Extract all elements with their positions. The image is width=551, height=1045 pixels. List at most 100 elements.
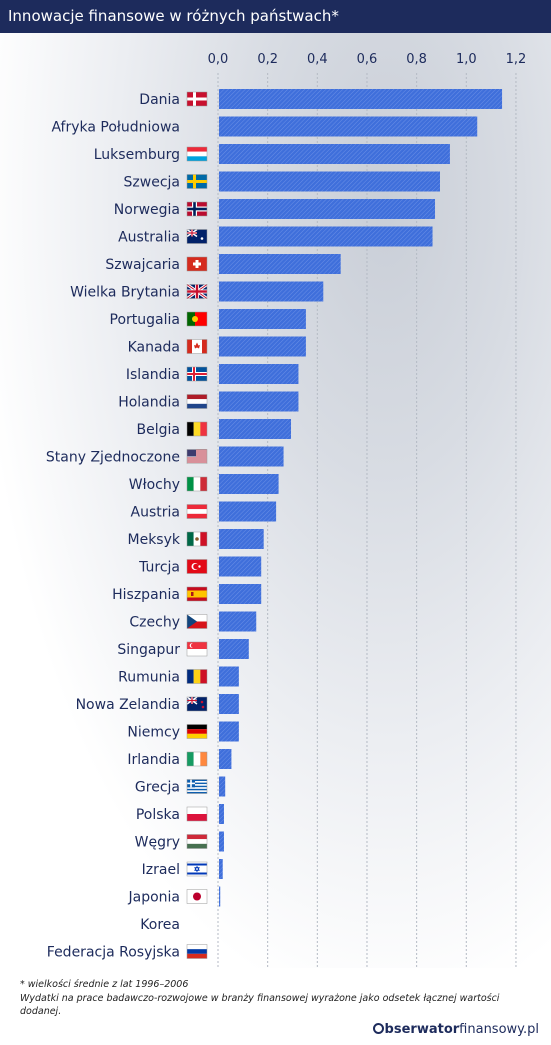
category-label: Szwajcaria <box>105 257 180 273</box>
x-tick-label: 1,0 <box>456 52 477 67</box>
bar-austria[interactable] <box>219 501 277 522</box>
bar-nowa-zelandia[interactable] <box>219 694 239 714</box>
category-label: Polska <box>136 807 180 823</box>
category-label: Nowa Zelandia <box>76 697 180 713</box>
bar-japonia[interactable] <box>219 886 221 907</box>
flag-es-icon <box>186 586 208 602</box>
flag-ie-icon <box>186 751 208 767</box>
flag-ca-icon <box>186 339 208 354</box>
flag-ru-icon <box>186 944 208 959</box>
category-label: Afryka Południowa <box>51 120 180 136</box>
bar-polska[interactable] <box>219 804 224 824</box>
brand-bold: bserwator <box>384 1022 460 1037</box>
category-label: Izrael <box>142 862 180 878</box>
bar-chart: 0,0 0,2 0,4 0,6 0,8 1,0 1,2 Dania Afryka Połudn… <box>46 52 527 968</box>
category-label: Belgia <box>137 422 180 438</box>
flag-pt-icon <box>186 311 208 327</box>
bar-węgry[interactable] <box>219 831 224 852</box>
bar-afryka-południowa[interactable] <box>219 116 478 137</box>
bar-australia[interactable] <box>219 226 433 247</box>
bar-rumunia[interactable] <box>219 666 239 687</box>
flag-no-icon <box>186 201 208 217</box>
x-tick-label: 0,4 <box>307 52 328 67</box>
bar-portugalia[interactable] <box>219 309 306 329</box>
x-tick-label: 0,8 <box>406 52 427 67</box>
flag-pl-icon <box>186 806 208 822</box>
x-tick-label: 0,2 <box>257 52 278 67</box>
category-label: Australia <box>118 230 180 246</box>
flag-gb-icon <box>186 283 208 300</box>
category-label: Holandia <box>118 395 180 411</box>
category-label: Luksemburg <box>94 147 180 163</box>
bar-niemcy[interactable] <box>219 721 239 742</box>
category-label: Włochy <box>129 477 180 493</box>
bar-luksemburg[interactable] <box>219 144 450 164</box>
flag-dk-icon <box>186 91 208 107</box>
flag-sg-icon <box>186 641 208 657</box>
bar-wielka-brytania[interactable] <box>219 281 324 302</box>
flag-se-icon <box>186 174 208 189</box>
bar-irlandia[interactable] <box>219 749 232 769</box>
brand-logo[interactable]: bserwatorfinansowy.pl <box>372 1022 539 1037</box>
bar-izrael[interactable] <box>219 859 223 879</box>
flag-hu-icon <box>186 834 208 849</box>
flag-mx-icon <box>186 531 208 547</box>
flag-cz-icon <box>186 614 208 629</box>
category-label: Portugalia <box>110 312 180 328</box>
x-tick-label: 1,2 <box>506 52 527 67</box>
category-label: Federacja Rosyjska <box>47 945 180 961</box>
flag-lu-icon <box>186 146 208 162</box>
flag-ch-icon <box>186 256 208 272</box>
flag-ro-icon <box>186 669 208 684</box>
category-label: Wielka Brytania <box>70 285 180 301</box>
category-label: Islandia <box>126 367 180 383</box>
category-label: Norwegia <box>114 202 180 218</box>
category-label: Stany Zjednoczone <box>46 450 180 466</box>
flag-at-icon <box>186 504 208 519</box>
bar-meksyk[interactable] <box>219 529 264 549</box>
flag-nz-icon <box>186 696 208 712</box>
x-tick-label: 0,0 <box>208 52 229 67</box>
flag-is-icon <box>186 366 208 382</box>
category-label: Korea <box>140 917 180 933</box>
bar-norwegia[interactable] <box>219 199 436 219</box>
bar-dania[interactable] <box>219 89 503 109</box>
flag-us-icon <box>186 449 208 464</box>
bar-belgia[interactable] <box>219 419 292 439</box>
bar-grecja[interactable] <box>219 776 226 797</box>
category-label: Niemcy <box>127 725 180 741</box>
bar-czechy[interactable] <box>219 611 257 632</box>
bar-kanada[interactable] <box>219 336 306 357</box>
category-label: Rumunia <box>118 670 180 686</box>
bar-singapur[interactable] <box>219 639 249 659</box>
x-tick-label: 0,6 <box>357 52 378 67</box>
flag-il-icon <box>186 861 208 877</box>
brand-light: finansowy.pl <box>459 1022 539 1037</box>
category-label: Irlandia <box>127 752 180 768</box>
bar-stany-zjednoczone[interactable] <box>219 446 284 467</box>
flag-au-icon <box>186 228 208 244</box>
category-label: Singapur <box>117 642 180 658</box>
flag-it-icon <box>186 476 208 492</box>
bar-hiszpania[interactable] <box>219 584 262 604</box>
brand-o-icon <box>372 1023 384 1034</box>
chart-title: Innowacje finansowe w różnych państwach* <box>8 7 339 25</box>
category-label: Austria <box>131 505 180 521</box>
bar-islandia[interactable] <box>219 364 299 384</box>
category-label: Węgry <box>135 835 180 851</box>
footnote-period: * wielkości średnie z lat 1996–2006 <box>20 979 189 990</box>
flag-jp-icon <box>186 889 208 904</box>
category-label: Dania <box>139 92 180 108</box>
bar-włochy[interactable] <box>219 474 279 494</box>
bar-szwecja[interactable] <box>219 171 440 192</box>
bar-turcja[interactable] <box>219 556 262 577</box>
category-label: Grecja <box>135 780 180 796</box>
bar-holandia[interactable] <box>219 391 299 412</box>
flag-gr-icon <box>186 779 208 794</box>
flag-de-icon <box>186 724 208 739</box>
category-label: Szwecja <box>124 175 180 191</box>
bar-szwajcaria[interactable] <box>219 254 341 274</box>
category-label: Meksyk <box>128 532 181 548</box>
flag-tr-icon <box>186 559 208 574</box>
category-label: Czechy <box>129 615 180 631</box>
